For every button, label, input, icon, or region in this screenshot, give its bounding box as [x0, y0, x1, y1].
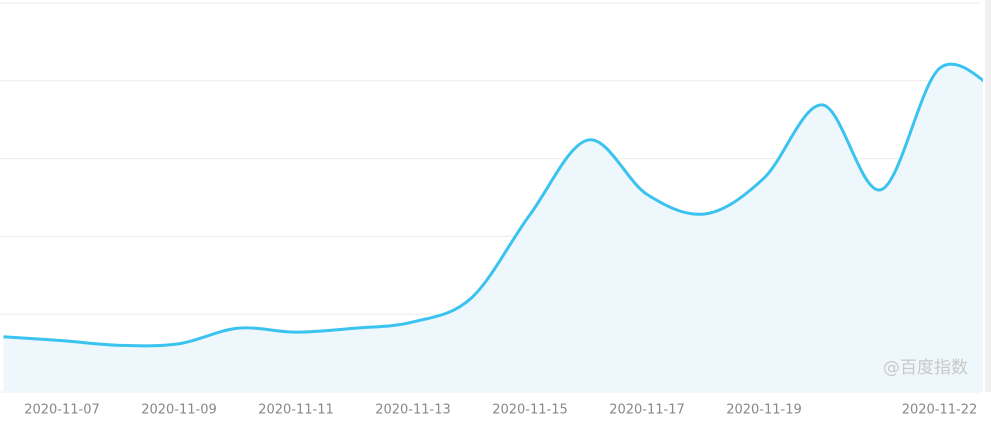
x-tick-label: 2020-11-17 [609, 403, 685, 418]
x-tick-label: 2020-11-09 [141, 403, 217, 418]
x-tick-label: 2020-11-22 [902, 403, 978, 418]
area [3, 64, 983, 392]
x-tick-label: 2020-11-19 [726, 403, 802, 418]
watermark: @百度指数 [883, 358, 968, 378]
x-tick-label: 2020-11-13 [375, 403, 451, 418]
x-tick-label: 2020-11-15 [492, 403, 568, 418]
x-tick-label: 2020-11-11 [258, 403, 334, 418]
scrollbar-edge [985, 0, 991, 392]
x-tick-label: 2020-11-07 [24, 403, 100, 418]
line [3, 62, 983, 348]
series [3, 62, 983, 392]
